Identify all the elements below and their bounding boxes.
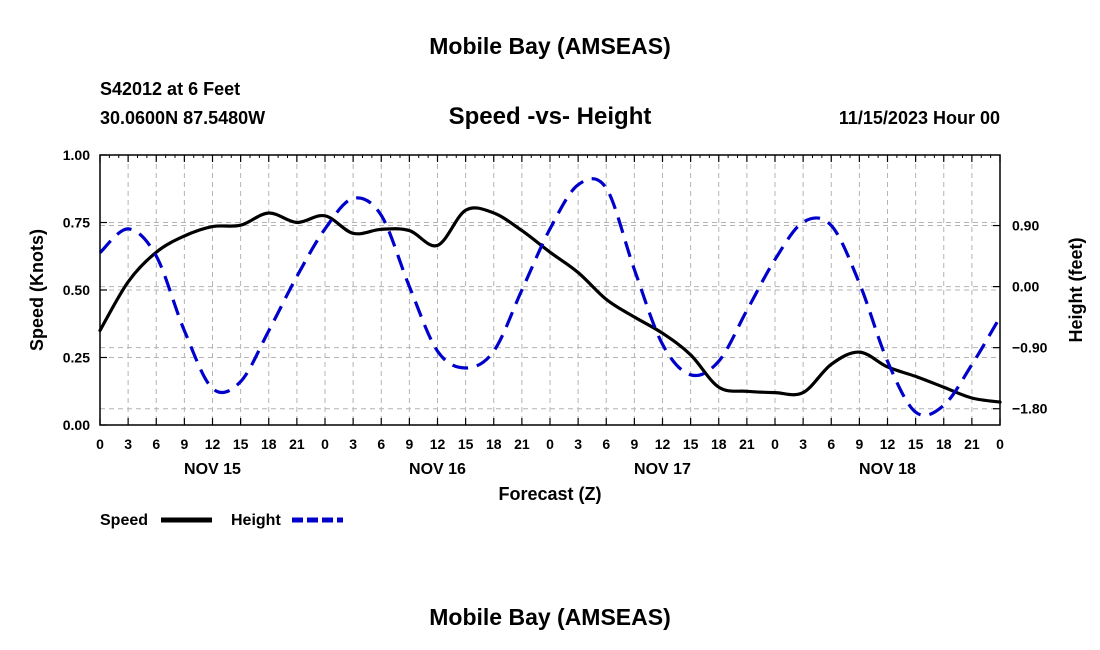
y-tick-label: 1.00 xyxy=(63,147,90,163)
x-tick-label: 9 xyxy=(180,436,188,452)
y2-tick-label: −0.90 xyxy=(1012,340,1048,356)
x-tick-label: 6 xyxy=(377,436,385,452)
y2-tick-label: 0.90 xyxy=(1012,218,1039,234)
x-tick-label: 0 xyxy=(771,436,779,452)
y-axis-label: Speed (Knots) xyxy=(27,229,47,351)
y2-tick-label: 0.00 xyxy=(1012,279,1039,295)
x-tick-label: 21 xyxy=(964,436,980,452)
y2-tick-label: −1.80 xyxy=(1012,401,1048,417)
x-tick-label: 6 xyxy=(827,436,835,452)
x-tick-label: 6 xyxy=(602,436,610,452)
x-tick-label: 21 xyxy=(514,436,530,452)
date-label: NOV 17 xyxy=(634,461,691,478)
date-label: NOV 16 xyxy=(409,461,466,478)
series-line-height xyxy=(98,177,1002,417)
x-tick-label: 0 xyxy=(546,436,554,452)
legend-label-height: Height xyxy=(231,512,281,529)
axes: 0 3 6 9 12 15 18 21 0 3 6 9 12 15 18 21 0 3 6 9 12 15 18 21 0 3 6 9… xyxy=(63,147,1048,478)
x-tick-label: 15 xyxy=(908,436,924,452)
date-label: NOV 18 xyxy=(859,461,916,478)
x-tick-label: 21 xyxy=(739,436,755,452)
x-tick-label: 12 xyxy=(880,436,896,452)
x-tick-label: 18 xyxy=(486,436,502,452)
x-tick-label: 21 xyxy=(289,436,305,452)
date-label: NOV 15 xyxy=(184,461,241,478)
x-tick-label: 0 xyxy=(321,436,329,452)
forecast-timestamp: 11/15/2023 Hour 00 xyxy=(839,108,1000,128)
legend: Speed Height xyxy=(100,512,343,529)
x-tick-label: 18 xyxy=(711,436,727,452)
y-tick-label: 0.50 xyxy=(63,282,90,298)
x-tick-label: 0 xyxy=(996,436,1004,452)
x-tick-label: 3 xyxy=(124,436,132,452)
x-tick-label: 3 xyxy=(349,436,357,452)
series-line-speed xyxy=(98,206,1002,404)
x-tick-label: 15 xyxy=(458,436,474,452)
y-tick-label: 0.25 xyxy=(63,350,90,366)
x-tick-label: 9 xyxy=(855,436,863,452)
x-tick-label: 12 xyxy=(205,436,221,452)
station-coords: 30.0600N 87.5480W xyxy=(100,108,265,128)
x-tick-label: 12 xyxy=(430,436,446,452)
main-title: Mobile Bay (AMSEAS) xyxy=(429,33,671,59)
grid xyxy=(100,155,1000,425)
footer-title: Mobile Bay (AMSEAS) xyxy=(429,604,671,630)
x-tick-label: 12 xyxy=(655,436,671,452)
x-tick-label: 3 xyxy=(574,436,582,452)
legend-label-speed: Speed xyxy=(100,512,148,529)
x-tick-label: 18 xyxy=(261,436,277,452)
x-tick-label: 15 xyxy=(233,436,249,452)
x-axis-label: Forecast (Z) xyxy=(498,484,601,504)
chart-title: Speed -vs- Height xyxy=(449,103,652,130)
x-tick-label: 9 xyxy=(630,436,638,452)
x-tick-label: 15 xyxy=(683,436,699,452)
x-tick-label: 18 xyxy=(936,436,952,452)
x-tick-label: 9 xyxy=(405,436,413,452)
x-tick-label: 6 xyxy=(152,436,160,452)
station-name: S42012 at 6 Feet xyxy=(100,79,240,99)
y-tick-label: 0.75 xyxy=(63,215,90,231)
x-tick-label: 3 xyxy=(799,436,807,452)
y-tick-label: 0.00 xyxy=(63,417,90,433)
x-tick-label: 0 xyxy=(96,436,104,452)
y2-axis-label: Height (feet) xyxy=(1066,238,1086,343)
series-layer xyxy=(98,177,1002,417)
